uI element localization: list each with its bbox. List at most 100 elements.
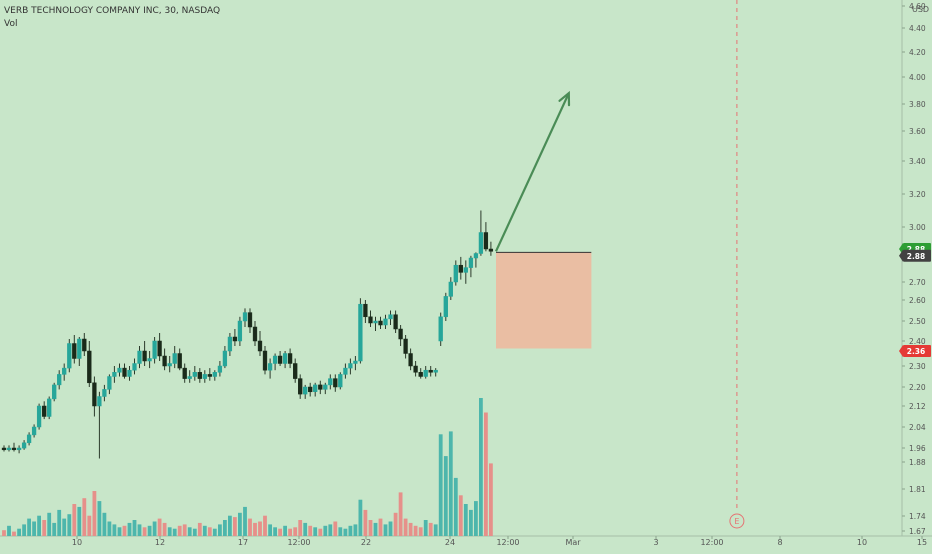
candle-body [87, 350, 92, 384]
volume-bar [398, 492, 403, 536]
time-tick-label: 10 [857, 538, 867, 547]
volume-bar [212, 528, 217, 536]
price-badges: 2.882.88 2.36 [899, 243, 931, 357]
candle-body [257, 340, 263, 352]
volume-bar [348, 525, 353, 536]
volume-bar [2, 530, 6, 536]
volume-bar [182, 524, 187, 536]
volume-bar [253, 522, 257, 536]
volume-bar [7, 525, 11, 536]
candle-body [463, 267, 468, 273]
candle-body [473, 253, 479, 259]
volume-bar [469, 509, 473, 536]
target-arrow[interactable] [495, 92, 570, 252]
candle-body [368, 316, 373, 324]
candle-body [1, 447, 7, 451]
candle-body [117, 367, 122, 373]
volume-bar [142, 527, 147, 536]
candle-body [398, 328, 403, 340]
volume-bar [107, 521, 112, 536]
volume-bar [278, 528, 282, 536]
volume-bar [373, 522, 378, 536]
candle-body [102, 389, 107, 397]
candle-body [308, 386, 313, 393]
volume-bar [293, 527, 298, 536]
price-badge [903, 249, 931, 262]
volume-bar [42, 520, 47, 536]
candle-body [187, 376, 192, 379]
time-axis[interactable]: 10 12 17 12:00 22 24 12:00 Mar 3 12:00 8 10 15 [72, 536, 927, 547]
candle-body [303, 386, 308, 395]
volume-bar [67, 514, 72, 536]
price-tick-label: 2.12 [909, 402, 926, 411]
candle-body [318, 384, 323, 390]
volume-bar [87, 515, 92, 536]
volume-bar [474, 501, 478, 536]
earnings-icon[interactable] [729, 513, 745, 529]
volume-bar [388, 521, 393, 536]
price-tick-label: 2.20 [909, 383, 926, 392]
candle-body [358, 303, 363, 362]
volume-bar [383, 524, 388, 536]
volume-bar [308, 525, 313, 536]
candle-body [483, 232, 489, 250]
volume-bar [82, 498, 87, 536]
risk-box[interactable] [496, 252, 592, 349]
volume-bar [268, 524, 272, 536]
chart-title: VERB TECHNOLOGY COMPANY INC, 30, NASDAQ [4, 6, 220, 16]
price-badge-label: 2.88 [907, 252, 926, 261]
volume-bar [32, 521, 36, 536]
candle-body [132, 363, 137, 371]
candle-body [36, 405, 42, 428]
candle-body [433, 369, 438, 373]
candle-body [197, 372, 202, 379]
volume-bar [328, 524, 333, 536]
volume-bar [368, 520, 373, 536]
candle-body [438, 316, 443, 342]
candle-body [147, 358, 152, 362]
candle-body [42, 405, 47, 417]
volume-bar [52, 522, 57, 536]
candles-layer [1, 210, 494, 459]
candle-body [212, 372, 217, 377]
volume-bar [102, 512, 107, 536]
price-tick-label: 2.60 [909, 296, 926, 305]
time-tick-label: 8 [777, 538, 782, 547]
candle-body [488, 248, 494, 252]
time-tick-label: 3 [653, 538, 658, 547]
volume-bar [318, 528, 323, 536]
price-tick-label: 4.60 [909, 2, 926, 11]
candle-body [272, 355, 278, 364]
candle-body [72, 343, 77, 359]
volume-bar [137, 524, 142, 536]
candle-body [413, 365, 418, 373]
volume-bar [248, 518, 252, 536]
candle-body [92, 382, 97, 407]
volume-bar [127, 522, 132, 536]
volume-bar [92, 491, 97, 536]
candle-body [227, 336, 233, 352]
candle-body [152, 340, 157, 359]
candle-body [343, 367, 348, 375]
candle-body [182, 367, 187, 379]
volume-bar [202, 525, 207, 536]
volume-bar [218, 524, 222, 536]
candle-body [142, 350, 147, 362]
candle-body [353, 360, 358, 364]
candle-body [167, 363, 172, 367]
candle-body [77, 338, 82, 359]
volume-bar [413, 525, 418, 536]
price-tick-label: 1.74 [909, 512, 926, 521]
candle-body [478, 232, 484, 254]
price-tick-label: 3.00 [909, 223, 926, 232]
price-tick-label: 2.40 [909, 337, 926, 346]
candle-body [277, 355, 283, 364]
candle-body [122, 367, 127, 377]
volume-bar [479, 398, 483, 536]
candle-body [282, 353, 288, 364]
volume-bar [223, 520, 227, 536]
volume-bar [152, 521, 157, 536]
volume-bar [378, 518, 383, 536]
